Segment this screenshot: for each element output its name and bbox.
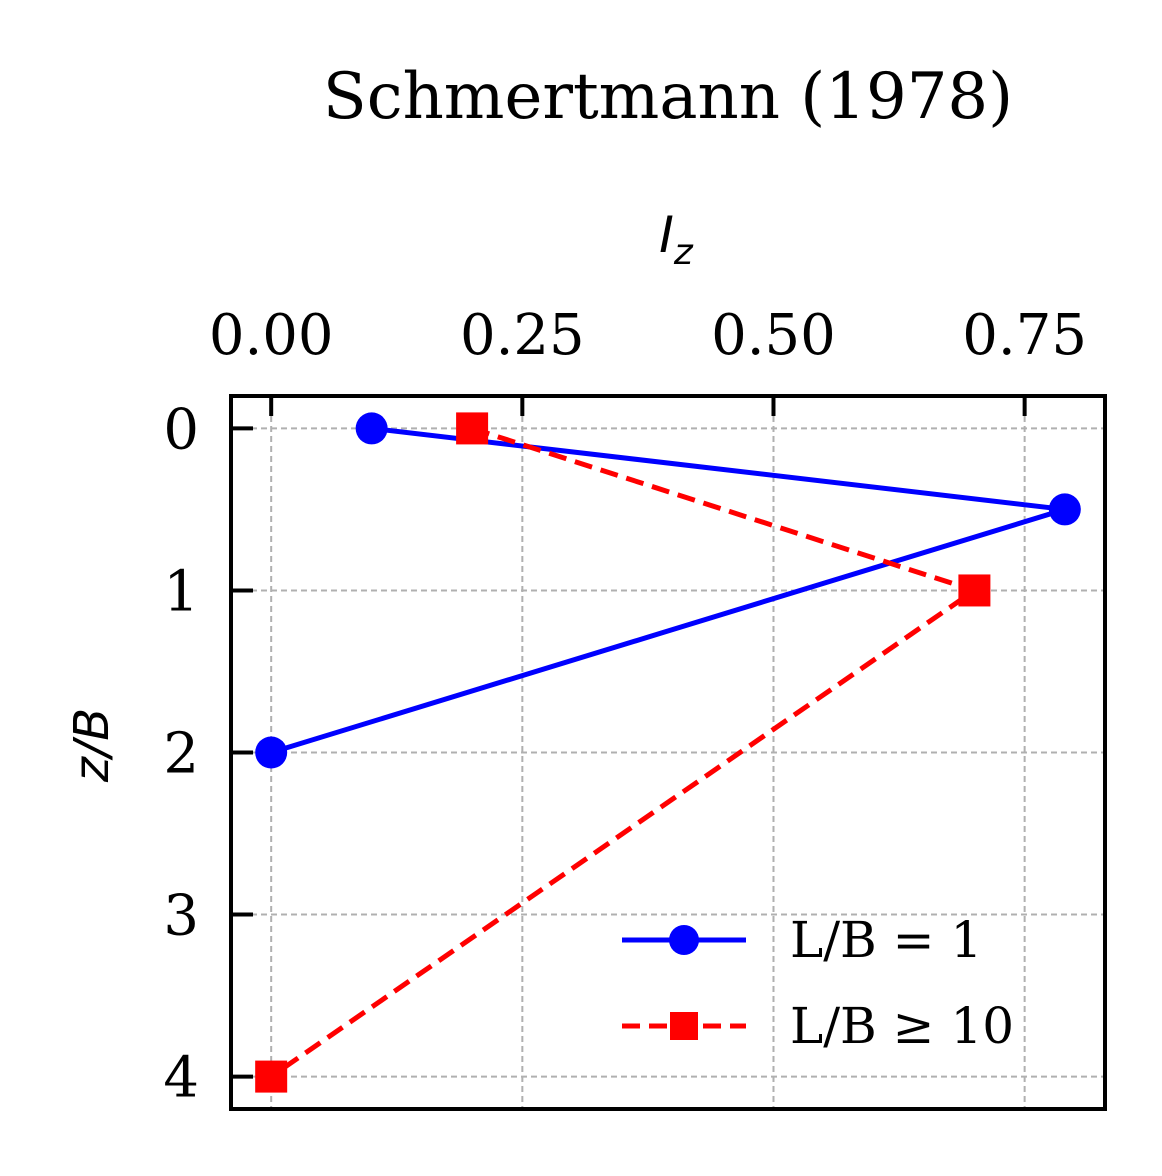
legend-marker bbox=[669, 925, 699, 955]
ticks: 0.00 0.25 0.50 0.75 0 1 2 3 4 bbox=[163, 303, 1087, 1111]
chart-title: Schmertmann (1978) bbox=[323, 60, 1013, 134]
x-tick-label: 0.50 bbox=[711, 303, 836, 368]
x-tick-label: 0.00 bbox=[209, 303, 334, 368]
legend-label: L/B ≥ 10 bbox=[790, 997, 1014, 1055]
series-point bbox=[958, 574, 991, 607]
plot-frame bbox=[229, 394, 1107, 1111]
series-point bbox=[255, 736, 288, 769]
legend-marker bbox=[670, 1012, 698, 1040]
legend-entry: L/B ≥ 10 bbox=[622, 997, 1014, 1055]
series-point bbox=[1048, 493, 1081, 526]
y-tick-label: 1 bbox=[163, 559, 199, 624]
y-tick-label: 3 bbox=[163, 884, 199, 949]
legend: L/B = 1 L/B ≥ 10 bbox=[622, 911, 1014, 1055]
series-point bbox=[355, 412, 388, 445]
y-tick-label: 0 bbox=[163, 397, 199, 462]
series-lb1 bbox=[255, 412, 1081, 769]
y-tick-label: 2 bbox=[163, 722, 199, 787]
series-point bbox=[456, 412, 489, 445]
y-axis-label: z/B bbox=[64, 708, 120, 783]
series-point bbox=[255, 1060, 288, 1093]
x-tick-label: 0.25 bbox=[460, 303, 585, 368]
x-axis-label-main: I bbox=[659, 206, 674, 264]
series-lb10 bbox=[255, 412, 991, 1093]
x-axis-label-subscript: z bbox=[673, 232, 694, 273]
legend-entry: L/B = 1 bbox=[622, 911, 982, 969]
legend-label: L/B = 1 bbox=[790, 911, 982, 969]
x-axis-label: Iz bbox=[659, 206, 694, 273]
x-tick-label: 0.75 bbox=[962, 303, 1087, 368]
series bbox=[255, 412, 1081, 1093]
y-tick-label: 4 bbox=[163, 1046, 199, 1111]
